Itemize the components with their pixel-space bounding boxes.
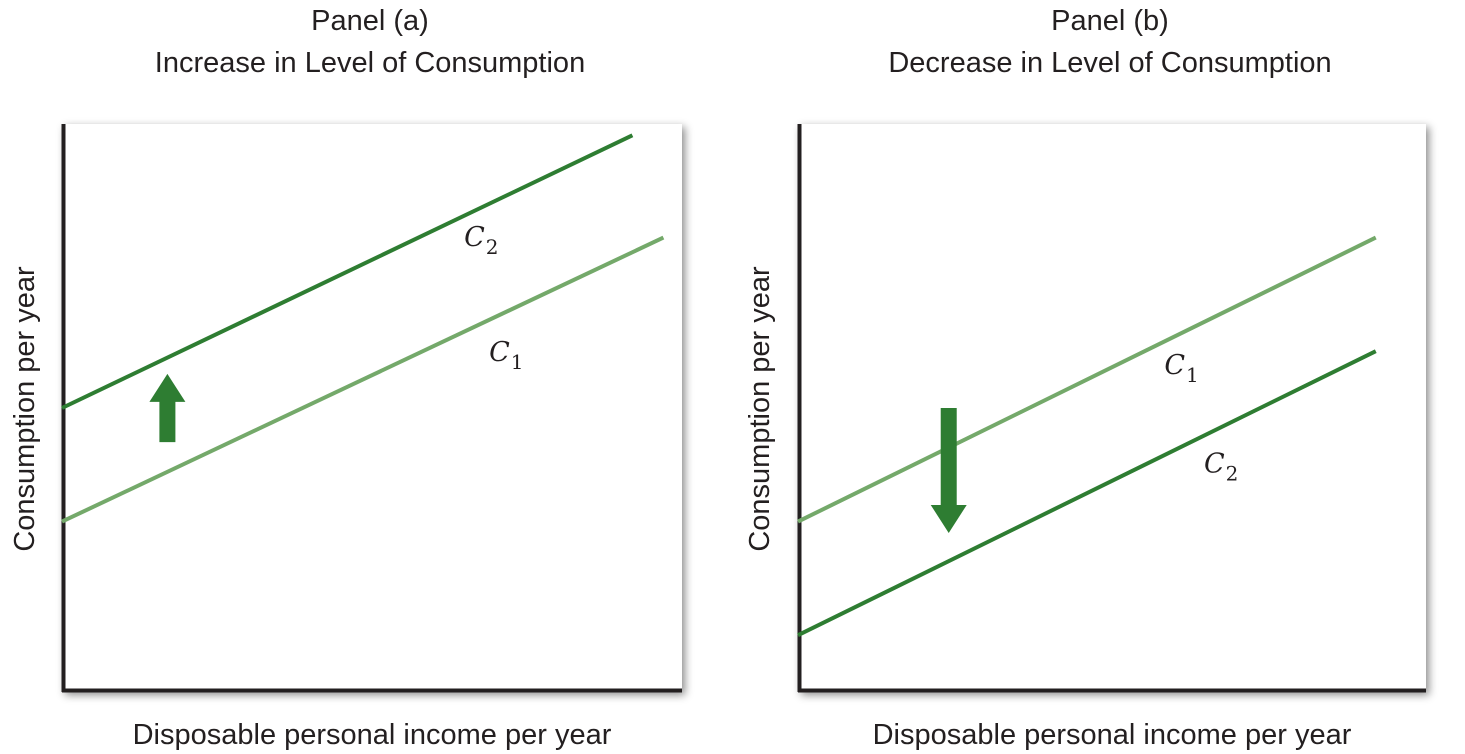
series-line-c1 xyxy=(797,235,1377,524)
series-label-c1: C1 xyxy=(489,337,523,374)
panel-a-x-axis-label: Disposable personal income per year xyxy=(132,719,612,751)
shift-arrow-down-icon xyxy=(930,408,967,533)
series-label-c1: C1 xyxy=(1164,350,1198,387)
panel-b-x-axis-label: Disposable personal income per year xyxy=(872,719,1352,751)
series-label-c2: C2 xyxy=(1204,449,1238,486)
panel-a-chart: C2 C1 xyxy=(61,124,682,693)
series-line-c2 xyxy=(797,349,1377,637)
panel-a-plot-area: C2 C1 xyxy=(61,124,682,693)
panel-a-heading: Panel (a) Increase in Level of Consumpti… xyxy=(60,0,680,84)
panel-b-label: Panel (b) xyxy=(1051,5,1169,37)
series-line-c1 xyxy=(61,235,665,524)
panel-b-plot-area: C1 C2 xyxy=(797,124,1426,693)
panel-a-label: Panel (a) xyxy=(311,5,429,37)
panel-b-y-axis-label: Consumption per year xyxy=(744,266,776,552)
panel-b-heading: Panel (b) Decrease in Level of Consumpti… xyxy=(800,0,1420,84)
panel-b-title: Decrease in Level of Consumption xyxy=(888,47,1332,79)
panel-b-chart: C1 C2 xyxy=(797,124,1426,693)
panel-a-y-axis-label: Consumption per year xyxy=(9,266,41,552)
panel-a-title: Increase in Level of Consumption xyxy=(154,47,586,79)
series-label-c2: C2 xyxy=(464,222,498,259)
series-line-c2 xyxy=(61,133,634,410)
shift-arrow-up-icon xyxy=(149,373,186,443)
